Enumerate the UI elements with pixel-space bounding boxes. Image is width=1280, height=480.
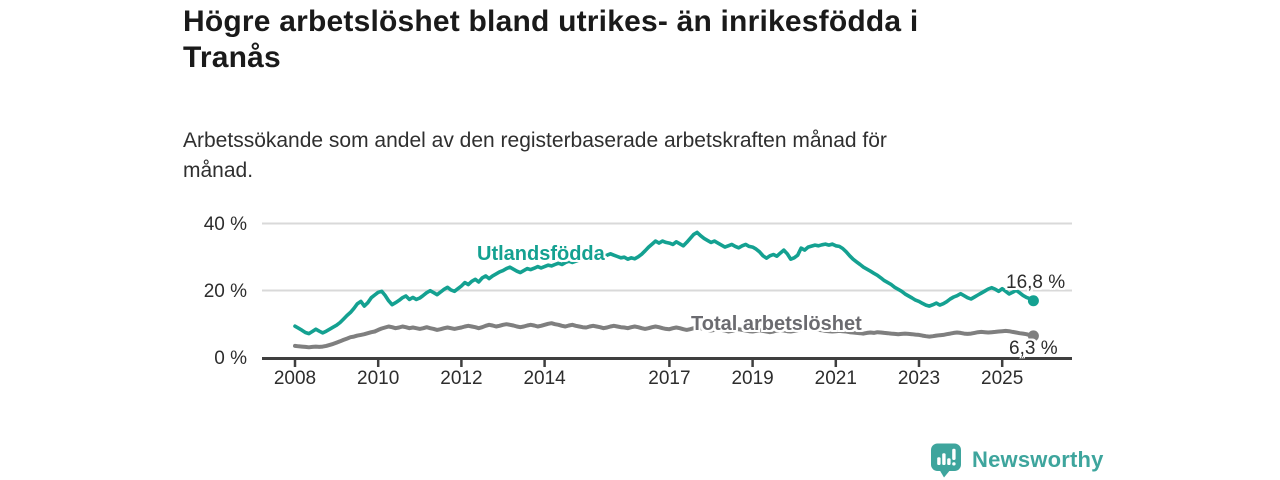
series-end-dot-utlandsf-dda xyxy=(1027,295,1039,307)
series-end-dot-total-arbetsl-shet xyxy=(1027,330,1039,342)
end-value-label-utlandsfodda: 16,8 % xyxy=(1006,272,1066,293)
y-axis-label: 40 % xyxy=(204,214,247,235)
chart-title-line2: Tranås xyxy=(183,41,281,74)
x-axis-label: 2017 xyxy=(648,368,690,389)
end-value-label-total: 6,3 % xyxy=(1009,338,1058,359)
chart-title-line1: Högre arbetslöshet bland utrikes- än inr… xyxy=(183,5,919,38)
logo-exclamation-bar xyxy=(952,448,956,460)
x-axis-label: 2025 xyxy=(981,368,1023,389)
chart-title: Högre arbetslöshet bland utrikes- än inr… xyxy=(183,4,1103,76)
newsworthy-logo-icon xyxy=(931,443,961,477)
logo-exclamation-dot xyxy=(952,461,956,465)
chart-subtitle-line2: månad. xyxy=(183,159,254,182)
logo-bar-short xyxy=(937,456,941,465)
brand-name: Newsworthy xyxy=(972,447,1104,472)
y-axis-label: 0 % xyxy=(214,348,247,369)
x-axis-label: 2010 xyxy=(357,368,399,389)
series-line-total-arbetsl-shet xyxy=(293,321,1036,350)
logo-bar-tall xyxy=(942,452,946,465)
chart-subtitle-line1: Arbetssökande som andel av den registerb… xyxy=(183,129,887,152)
newsworthy-brand: Newsworthy xyxy=(930,441,1104,479)
x-axis-label: 2012 xyxy=(440,368,482,389)
series-line-utlandsf-dda xyxy=(293,230,1036,336)
x-axis-label: 2021 xyxy=(815,368,857,389)
series-label-total-arbetsloshet: Total arbetslöshet xyxy=(691,313,862,335)
chart-subtitle: Arbetssökande som andel av den registerb… xyxy=(183,126,943,186)
x-axis-label: 2008 xyxy=(274,368,316,389)
x-axis-label: 2023 xyxy=(898,368,940,389)
logo-bar-medium xyxy=(947,457,951,465)
series-label-utlandsfodda: Utlandsfödda xyxy=(477,243,605,265)
x-axis-label: 2014 xyxy=(523,368,566,389)
x-axis-label: 2019 xyxy=(731,368,773,389)
y-axis-label: 20 % xyxy=(204,281,247,302)
